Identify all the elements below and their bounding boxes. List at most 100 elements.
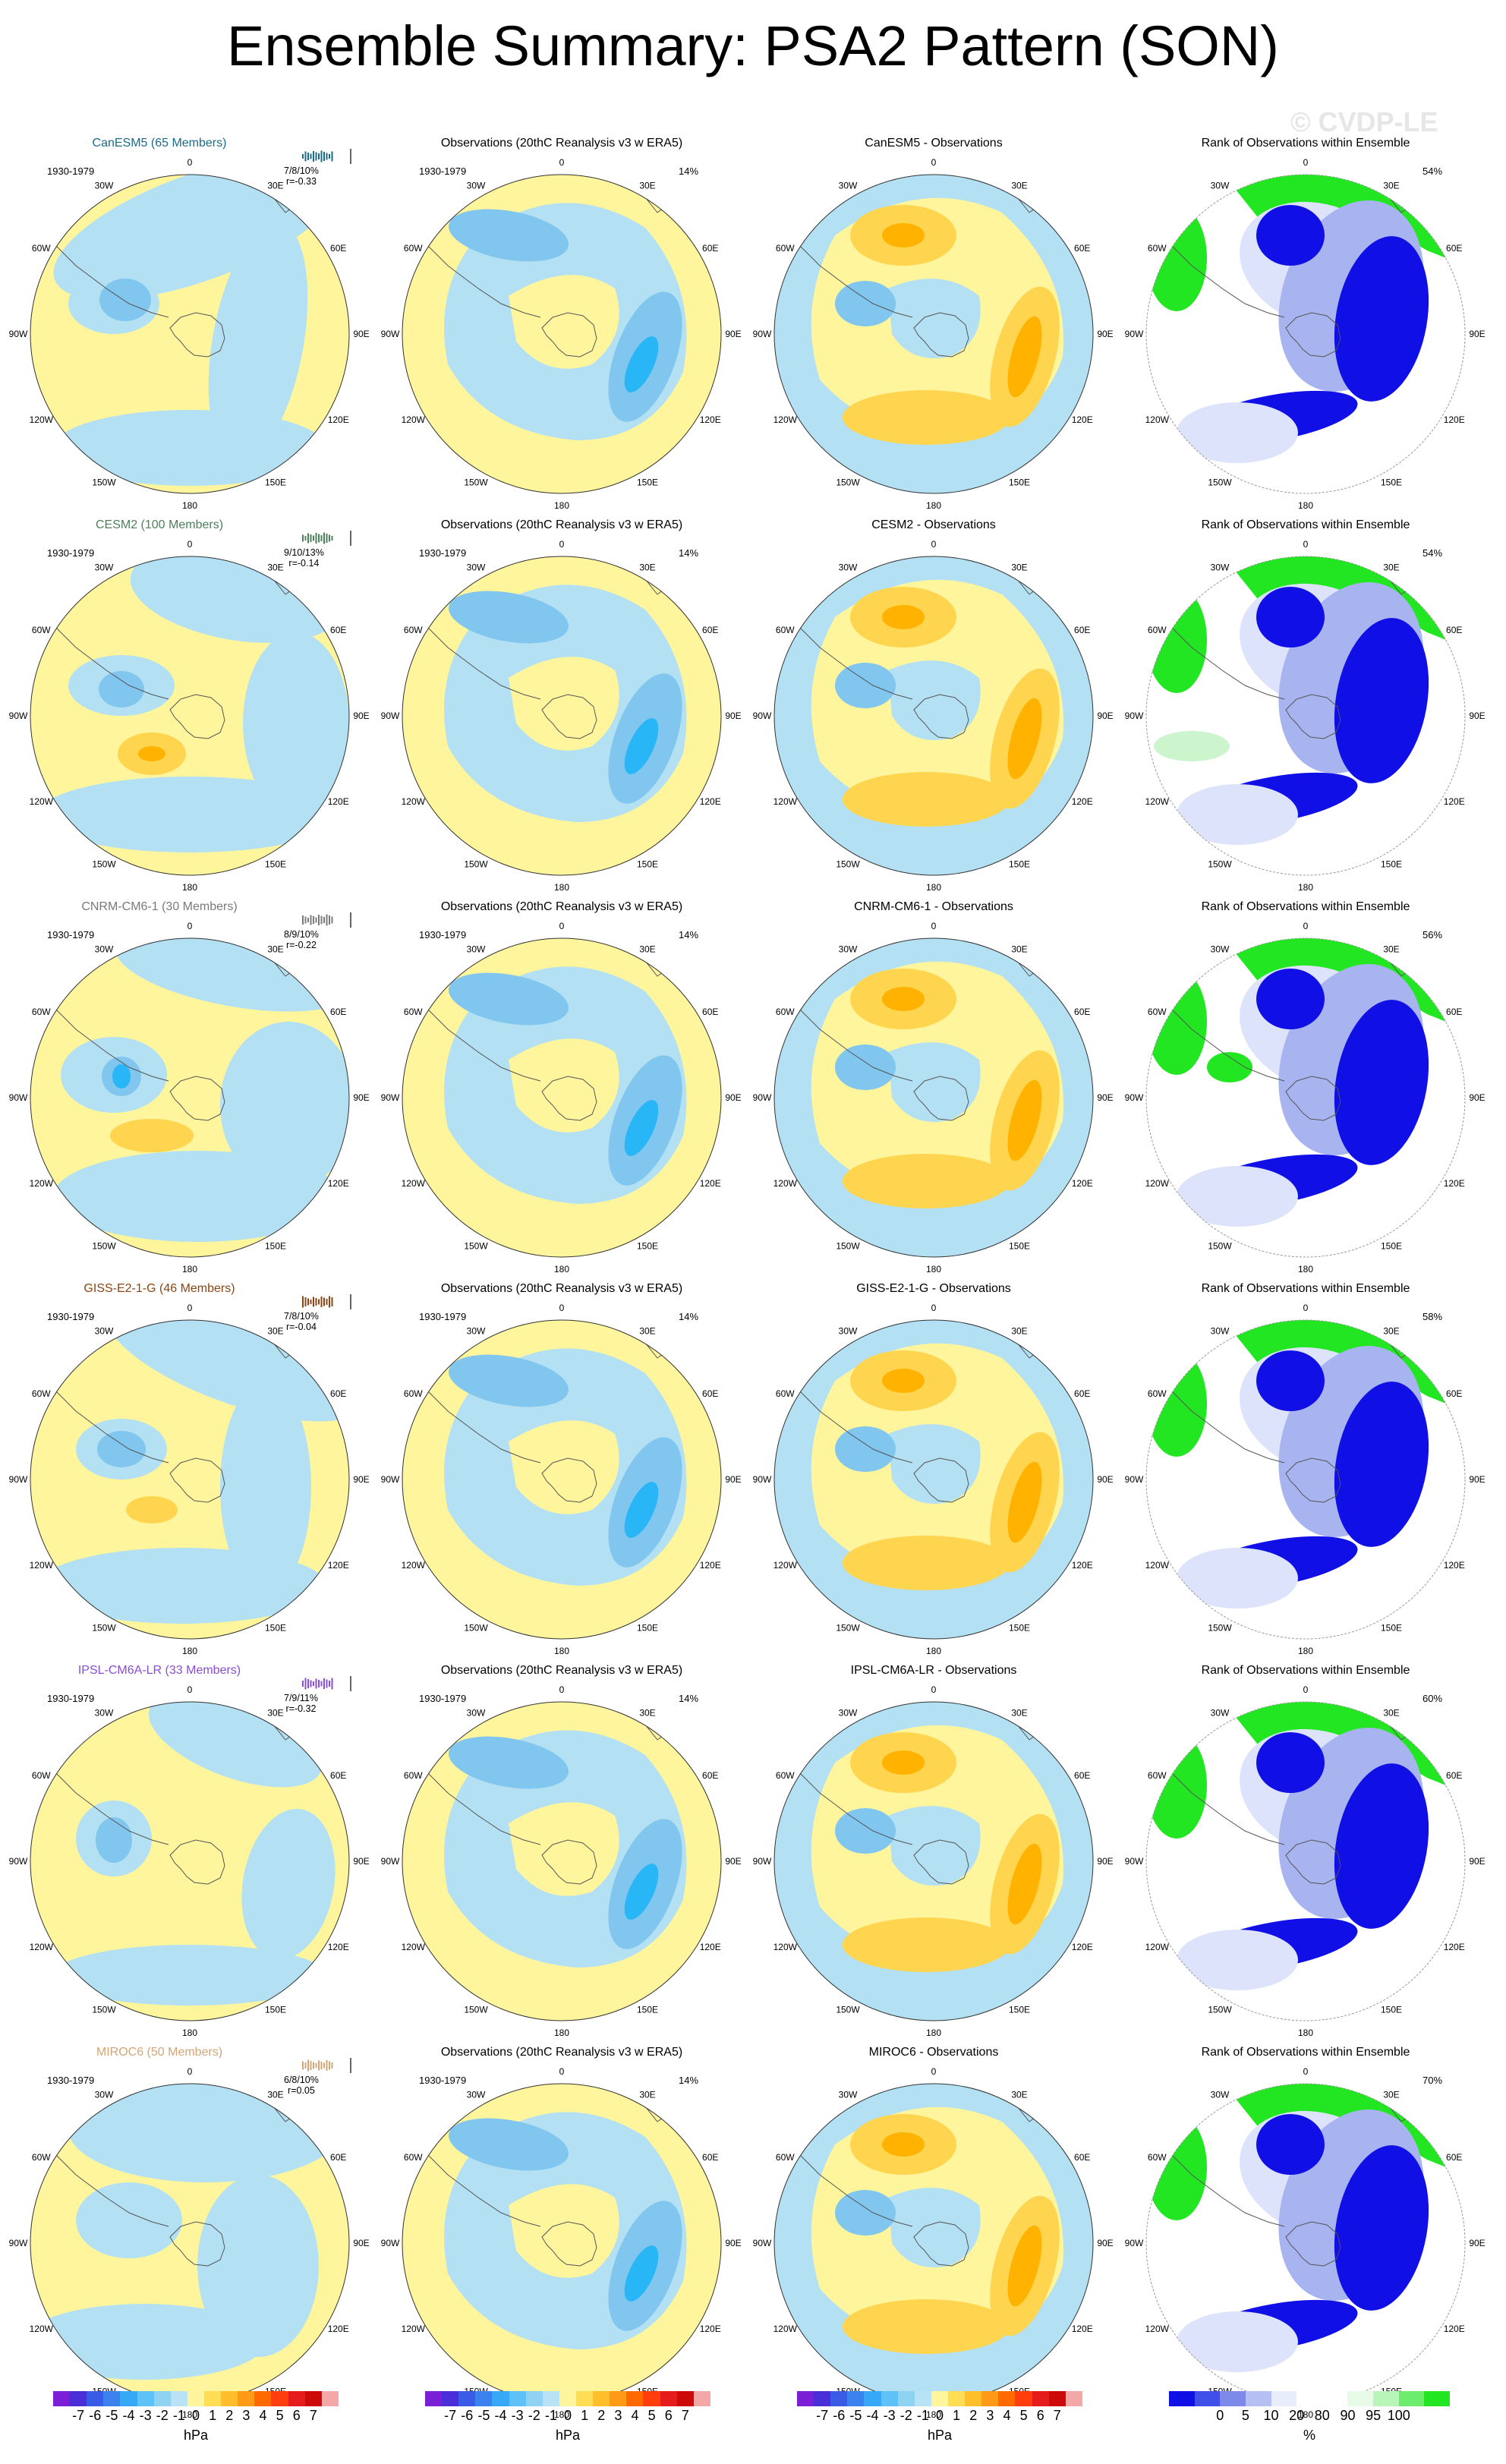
lon-label: 90W	[381, 2238, 400, 2248]
lon-label: 30W	[1211, 562, 1230, 572]
south-america-outline	[409, 609, 541, 700]
lon-label: 30E	[267, 1707, 283, 1718]
contour-positive-max	[882, 1750, 925, 1775]
lon-label: 120E	[1072, 1560, 1093, 1571]
colorbar-tick-label: -5	[849, 2408, 862, 2423]
antarctica-outline	[1285, 1839, 1341, 1885]
distribution-member-mark	[310, 915, 312, 925]
lon-label: 60E	[1446, 243, 1462, 254]
colorbar-tick-label: 0	[1216, 2408, 1224, 2423]
lon-label: 180	[182, 882, 197, 893]
lon-label: 150W	[836, 1623, 860, 1634]
lon-label: 30E	[1011, 1325, 1027, 1336]
south-america-outline	[781, 2136, 913, 2227]
lon-label: 90E	[353, 329, 369, 339]
colorbar-tick-label: -7	[72, 2408, 85, 2423]
colorbar-cell	[914, 2391, 931, 2406]
colorbar-tick-label: 2	[597, 2408, 606, 2423]
lon-label: 60W	[776, 1770, 795, 1781]
panel-rank: 030E60E90E120E150E180150W120W90W60W30WRa…	[1123, 2023, 1488, 2420]
map-fill	[774, 2084, 1093, 2403]
difference-title: CanESM5 - Observations	[865, 137, 1003, 150]
distribution-member-mark	[302, 2061, 304, 2070]
contour-negative-inner	[888, 2188, 981, 2267]
colorbar-cell	[965, 2391, 982, 2406]
lon-label: 150E	[1381, 1623, 1402, 1634]
rank-percent: 58%	[1423, 1311, 1443, 1322]
lon-label: 60W	[32, 243, 51, 254]
map-boundary	[773, 1319, 1094, 1640]
distribution-member-mark	[320, 150, 323, 162]
lon-label: 120E	[1444, 1942, 1465, 1952]
map-boundary	[773, 174, 1094, 494]
distribution-member-mark	[318, 915, 320, 925]
contour-negative-inner	[888, 1806, 981, 1886]
antarctica-outline	[541, 2221, 597, 2267]
lon-label: 150W	[92, 477, 116, 488]
distribution-member-mark	[323, 917, 325, 923]
lon-label: 150W	[1208, 1241, 1232, 1252]
colorbar-cell	[103, 2391, 121, 2406]
variance-percent: 14%	[679, 1693, 699, 1704]
lon-label: 90W	[381, 1092, 400, 1103]
panel-model-pattern: 0 30E 60E 90E 120E 150E 180 150W 120W 90W 60W 30W IP…	[8, 1641, 372, 2038]
distribution-member-mark	[331, 2062, 333, 2069]
distribution-member-mark	[302, 915, 304, 925]
rank-title: Rank of Observations within Ensemble	[1201, 518, 1410, 531]
lon-label: 120W	[773, 414, 798, 425]
lon-label: 90E	[1469, 1474, 1485, 1485]
lon-label: 30W	[467, 562, 486, 572]
colorbar-tick-label: -2	[528, 2408, 540, 2423]
map-fill	[30, 556, 349, 875]
lon-label: 60W	[776, 1388, 795, 1399]
colorbar-tick-label: 0	[563, 2408, 572, 2423]
distribution-member-mark	[307, 153, 309, 160]
contour-positive-max	[882, 1369, 925, 1393]
colorbar-cell	[1245, 2391, 1271, 2406]
observations-title: Observations (20thC Reanalysis v3 w ERA5…	[440, 518, 683, 531]
lon-label: 180	[182, 1264, 197, 1275]
map-boundary	[1145, 2083, 1466, 2403]
map-fill	[30, 2084, 349, 2403]
colorbar-tick-label: -3	[511, 2408, 524, 2423]
distribution-member-mark	[320, 535, 323, 541]
colorbar-cell	[660, 2391, 677, 2406]
colorbar-cell	[254, 2391, 272, 2406]
lon-label: 60E	[1074, 2152, 1090, 2163]
lon-label: 150W	[464, 477, 488, 488]
panel-observations: 0 30E 60E 90E 120E 150E 180 150W 120W 90W 60W 30W Ob…	[380, 114, 744, 511]
lon-label: 180	[554, 2409, 569, 2420]
lon-label: 120W	[30, 796, 54, 807]
contour-negative-strong	[835, 1426, 896, 1472]
stats-label: 6/8/10% r=0.05	[284, 2075, 319, 2096]
lon-label: 120E	[700, 414, 721, 425]
distribution-member-mark	[302, 154, 304, 159]
lon-label: 150E	[1009, 477, 1030, 488]
distribution-member-mark	[318, 534, 320, 543]
colorbar-tick-label: -3	[883, 2408, 896, 2423]
colorbar-tick-label: -7	[816, 2408, 829, 2423]
lon-label: 90E	[725, 1092, 741, 1103]
map-fill	[30, 1702, 349, 2021]
south-america-outline	[781, 227, 913, 318]
map-boundary	[30, 556, 350, 876]
lon-label: 120E	[1072, 796, 1093, 807]
rank-title: Rank of Observations within Ensemble	[1201, 900, 1410, 913]
lon-label: 150W	[836, 1241, 860, 1252]
rank-very-low-region	[1256, 969, 1325, 1029]
map-fill	[1146, 2084, 1465, 2403]
lon-label: 30W	[95, 1325, 114, 1336]
distribution-member-mark	[310, 2061, 312, 2070]
lon-label: 0	[931, 2066, 937, 2077]
lon-label: 0	[187, 921, 193, 931]
colorbar-cell	[881, 2391, 898, 2406]
lon-label: 30E	[267, 1325, 283, 1336]
colorbar-cell	[676, 2391, 694, 2406]
distribution-member-mark	[331, 916, 333, 924]
lon-label: 180	[1298, 882, 1313, 893]
contour-negative-strong	[835, 2190, 896, 2236]
